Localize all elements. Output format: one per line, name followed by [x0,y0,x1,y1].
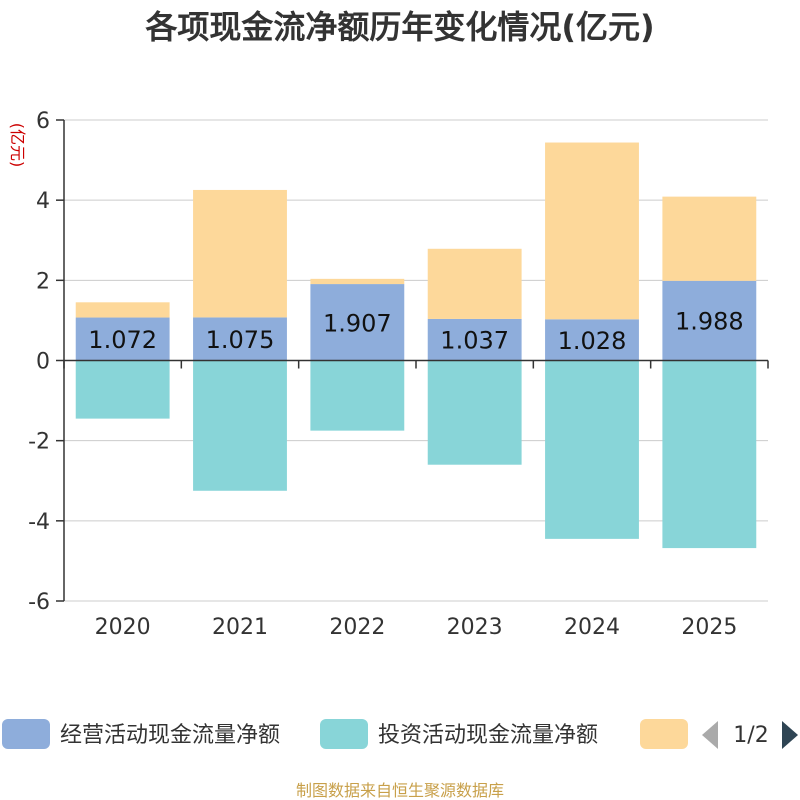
bar-value-label: 1.988 [675,308,744,336]
bar-series-2-2020 [75,302,170,318]
x-tick-label: 2022 [329,615,385,640]
legend-swatch[interactable] [2,719,50,749]
bar-value-label: 1.072 [88,326,157,354]
y-tick-label: 6 [36,109,50,134]
bar-series-1-2025 [662,360,757,549]
axes-group: -6 -4 -2 0 2 4 6 2020 2021 2022 2023 2024 2025 [28,109,769,640]
y-axis-label: (亿元) [8,123,27,168]
x-tick-label: 2021 [212,615,268,640]
legend-label[interactable]: 投资活动现金流量净额 [378,723,598,748]
chart-title: 各项现金流净额历年变化情况(亿元) [145,8,654,46]
bar-series-0-2021 [193,317,287,361]
bar-value-label: 1.907 [323,309,392,337]
bar-series-1-2020 [75,360,170,419]
bar-value-label: 1.037 [440,327,509,355]
bar-series-2-2021 [193,189,287,318]
legend-prev-arrow-icon[interactable] [702,721,718,749]
bar-series-1-2022 [310,360,405,431]
y-tick-label: -4 [28,510,50,535]
x-tick-label: 2024 [564,615,620,640]
bar-series-1-2021 [193,360,287,491]
bars-group [75,142,757,549]
x-tick-label: 2025 [681,615,737,640]
bar-series-1-2023 [427,360,522,465]
legend-swatch[interactable] [320,719,368,749]
y-tick-label: -2 [28,430,50,455]
bar-series-0-2023 [427,318,522,361]
legend-label[interactable]: 经营活动现金流量净额 [60,723,280,748]
bar-value-label: 1.028 [558,327,627,355]
bar-series-0-2020 [75,317,170,361]
bar-series-0-2025 [662,280,757,361]
y-tick-label: 4 [36,189,50,214]
legend-next-arrow-icon[interactable] [782,721,798,749]
bar-series-2-2024 [545,142,639,320]
legend-swatch[interactable] [640,719,688,749]
bar-series-0-2022 [310,284,405,361]
bar-value-label: 1.075 [206,326,275,354]
source-footer: 制图数据来自恒生聚源数据库 [296,781,504,800]
bar-series-1-2024 [545,360,639,539]
grid-lines [64,119,768,602]
x-tick-label: 2023 [447,615,503,640]
bar-labels-group: 1.072 1.075 1.907 1.037 1.028 1.988 [88,308,743,355]
legend-page-indicator: 1/2 [733,723,768,748]
bar-series-2-2023 [427,248,522,319]
x-tick-label: 2020 [95,615,151,640]
y-tick-label: 2 [36,269,50,294]
bar-series-0-2024 [545,319,639,361]
y-tick-label: -6 [28,590,50,615]
bar-series-2-2022 [310,278,405,285]
legend: 经营活动现金流量净额 投资活动现金流量净额 1/2 [2,719,798,749]
bar-series-2-2025 [662,196,757,281]
y-tick-label: 0 [36,350,50,375]
